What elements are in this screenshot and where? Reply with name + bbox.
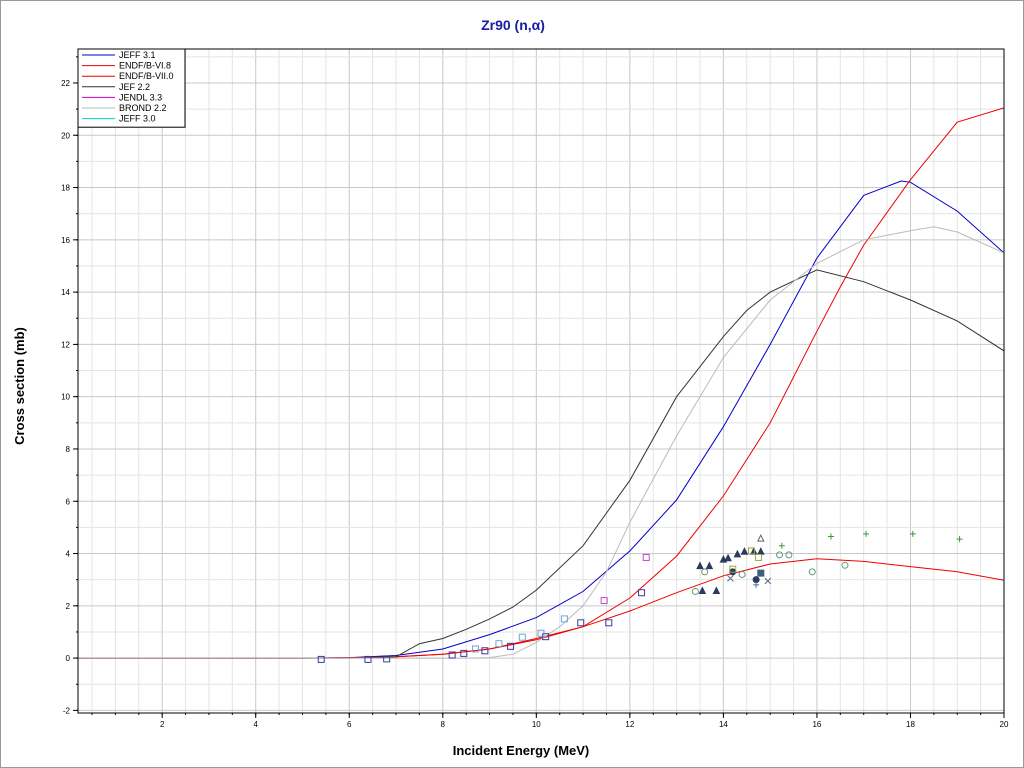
axis-ticks: 2 4 6 8 10 12 14 16 18 20 -2 0 2 4 6 8 10 12 14 16 18 20 22 xyxy=(61,56,1009,729)
series-line-jef-2-2 xyxy=(78,269,1004,659)
series-line-endf-b-vi-8 xyxy=(78,107,1004,659)
data-point-square xyxy=(495,640,503,648)
y-tick-label: 4 xyxy=(66,550,71,559)
data-point-square-filled xyxy=(757,569,765,577)
data-point-square xyxy=(747,547,755,555)
legend-entry-label: ENDF/B-VII.0 xyxy=(119,71,174,81)
x-tick-label: 2 xyxy=(160,720,165,729)
data-point-circle-open xyxy=(701,568,709,576)
data-point-square xyxy=(729,565,737,573)
x-tick-label: 10 xyxy=(532,720,541,729)
data-point-circle-open xyxy=(691,587,699,595)
plot-frame xyxy=(77,48,1005,714)
x-tick-label: 4 xyxy=(253,720,258,729)
data-point-triangle xyxy=(740,547,749,555)
legend-entry-label: ENDF/B-VI.8 xyxy=(119,61,171,71)
x-tick-label: 16 xyxy=(812,720,821,729)
y-tick-label: 6 xyxy=(66,497,71,506)
data-point-circle-open xyxy=(785,551,793,559)
data-point-square xyxy=(472,645,480,653)
data-point-square xyxy=(560,615,568,623)
data-point-triangle xyxy=(724,553,732,562)
data-point-triangle xyxy=(696,561,704,570)
y-tick-label: 22 xyxy=(61,79,70,88)
data-point-circle-open xyxy=(841,561,849,569)
y-tick-label: 0 xyxy=(66,654,71,663)
x-tick-label: 14 xyxy=(719,720,728,729)
data-point-triangle xyxy=(705,561,714,570)
series-line-brond-2-2 xyxy=(78,226,1004,659)
data-point-plus xyxy=(753,581,760,588)
data-point-triangle xyxy=(698,586,707,594)
data-point-square xyxy=(642,553,650,561)
data-point-plus xyxy=(863,530,870,537)
data-point-square xyxy=(518,633,526,641)
data-point-square xyxy=(364,655,372,663)
data-point-triangle xyxy=(749,547,758,555)
series-lines xyxy=(78,107,1004,659)
x-tick-label: 20 xyxy=(1000,720,1009,729)
data-point-triangle-open xyxy=(756,534,765,542)
x-axis-label: Incident Energy (MeV) xyxy=(453,743,590,758)
legend-entry-label: JEF 2.2 xyxy=(119,82,150,92)
legend-entry-label: JEFF 3.0 xyxy=(119,114,156,124)
data-point-square xyxy=(605,619,613,627)
data-point-cross xyxy=(727,575,734,582)
y-tick-label: 18 xyxy=(61,184,70,193)
y-tick-label: 10 xyxy=(61,393,70,402)
data-point-triangle xyxy=(712,586,721,594)
y-tick-label: 12 xyxy=(61,340,70,349)
data-point-square xyxy=(600,597,608,605)
data-point-plus xyxy=(827,533,834,540)
legend-entry-label: JEFF 3.1 xyxy=(119,50,156,60)
data-point-circle-open xyxy=(738,570,746,578)
data-point-plus xyxy=(778,542,785,549)
data-point-square xyxy=(481,647,489,655)
data-point-plus xyxy=(956,536,963,543)
data-point-plus xyxy=(909,530,916,537)
y-tick-label: -2 xyxy=(63,706,71,715)
x-tick-label: 6 xyxy=(347,720,352,729)
legend-entry-label: BROND 2.2 xyxy=(119,103,167,113)
data-point-square xyxy=(317,655,325,663)
data-point-square xyxy=(638,589,646,597)
y-tick-label: 2 xyxy=(66,602,71,611)
data-point-square xyxy=(577,619,585,627)
data-point-cross xyxy=(764,577,772,585)
data-point-square xyxy=(460,649,468,657)
data-point-circle-open xyxy=(808,568,816,576)
y-axis-label: Cross section (mb) xyxy=(12,327,27,445)
data-point-square xyxy=(507,642,515,650)
x-tick-label: 8 xyxy=(441,720,446,729)
data-point-triangle xyxy=(733,549,742,558)
y-tick-label: 8 xyxy=(66,445,71,454)
data-point-square xyxy=(448,651,456,659)
series-line-endf-b-vii-0 xyxy=(78,558,1004,659)
chart-title: Zr90 (n,α) xyxy=(481,17,545,33)
y-tick-label: 14 xyxy=(61,288,70,297)
data-point-square xyxy=(383,655,391,663)
data-point-square xyxy=(754,553,762,561)
data-point-circle-open xyxy=(776,551,784,559)
x-tick-label: 12 xyxy=(625,720,634,729)
data-point-triangle xyxy=(756,547,765,555)
y-tick-label: 16 xyxy=(61,236,70,245)
legend-box xyxy=(77,48,186,128)
series-line-jeff-3-1 xyxy=(78,180,1004,659)
y-tick-label: 20 xyxy=(61,131,70,140)
grid xyxy=(78,49,1005,713)
data-point-square xyxy=(537,629,545,637)
data-point-circle xyxy=(752,576,760,584)
legend-entry-label: JENDL 3.3 xyxy=(119,92,162,102)
experimental-points xyxy=(317,530,963,663)
x-tick-label: 18 xyxy=(906,720,915,729)
